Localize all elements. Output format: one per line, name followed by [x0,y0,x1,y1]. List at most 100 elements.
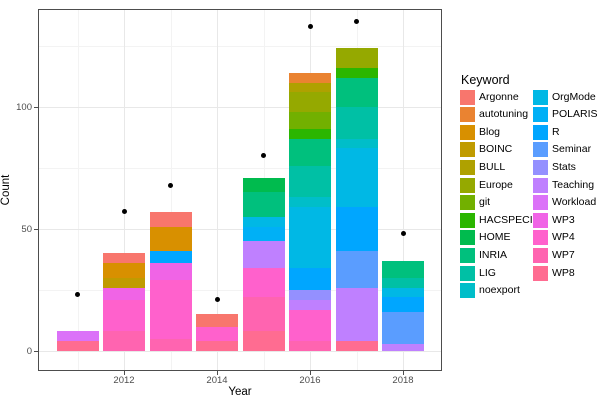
gridline-major-v [217,10,218,370]
bar-segment-2016-OrgMode [289,207,331,269]
bar-segment-2017-noexport [335,138,378,149]
legend-key-Europe [460,177,475,193]
bar-segment-2015-WP4 [242,268,285,298]
legend-key-Workload [533,195,548,211]
legend-key-autotuning [460,107,475,123]
bar-segment-2016-R [289,268,331,290]
legend-key-Seminar [533,142,548,158]
bar-segment-2016-git [289,111,331,129]
bar-segment-2018-R [382,297,424,312]
bar-segment-2016-LIG [289,165,331,198]
bar-segment-2017-Seminar [335,250,378,288]
data-point-2016 [307,23,313,29]
legend-label-WP8: WP8 [552,266,575,279]
bar-segment-2016-Stats [289,290,331,300]
legend-label-HACSPECIS: HACSPECIS [479,213,540,226]
gridline-minor-h [39,46,441,47]
legend-key-HACSPECIS [460,212,475,228]
bar-segment-2012-WP7 [103,331,145,351]
legend-title: Keyword [461,73,510,87]
bar-segment-2016-autotuning [289,72,331,83]
legend-key-POLARIS [533,107,548,123]
bar-segment-2015-POLARIS [242,226,285,242]
legend-label-BOINC: BOINC [479,143,513,156]
bar-segment-2013-WP7 [149,338,192,351]
bar-segment-2017-WP8 [335,341,378,351]
legend-label-INRIA: INRIA [479,248,508,261]
legend-key-Teaching [533,177,548,193]
legend-label-LIG: LIG [479,266,496,279]
legend-key-LIG [460,265,475,281]
x-tick-mark [217,371,218,375]
legend-label-OrgMode: OrgMode [552,90,596,103]
bar-segment-2011-WP8 [56,341,99,351]
legend-key-HOME [460,230,475,246]
x-tick-label: 2012 [113,375,135,386]
gridline-major-v [403,10,404,370]
data-point-2015 [261,153,266,159]
gridline-minor-h [39,290,441,291]
bar-segment-2017-Teaching [335,287,378,342]
data-point-2013 [168,182,173,188]
bar-segment-2012-BOINC [103,277,145,288]
legend-key-WP8 [533,265,548,281]
bar-segment-2015-WP7 [242,297,285,332]
legend-label-WP4: WP4 [552,231,575,244]
legend-label-Argonne: Argonne [479,90,519,103]
legend-key-BULL [460,159,475,175]
data-point-2012 [121,209,127,215]
bar-segment-2013-R [149,250,192,264]
bar-segment-2015-OrgMode [242,216,285,227]
gridline-major-h [39,229,441,230]
bar-segment-2015-HOME [242,177,285,193]
legend-label-Stats: Stats [552,160,576,173]
bar-segment-2016-Teaching [289,299,331,310]
bar-segment-2011-Workload [56,331,99,342]
legend-key-WP3 [533,212,548,228]
legend-label-noexport: noexport [479,284,520,297]
x-tick-label: 2018 [392,375,414,386]
bar-segment-2015-Teaching [242,241,285,269]
bar-segment-2016-INRIA [289,138,331,166]
legend-key-WP4 [533,230,548,246]
gridline-minor-h [39,168,441,169]
y-tick-label: 0 [26,346,32,357]
bar-segment-2018-LIG [382,277,424,288]
legend-label-R: R [552,125,560,138]
bar-segment-2013-WP3 [149,263,192,281]
legend-key-Blog [460,124,475,140]
x-tick-label: 2014 [206,375,228,386]
legend-label-Teaching: Teaching [552,178,595,191]
bar-segment-2017-R [335,207,378,251]
legend-key-git [460,195,475,211]
bar-segment-2012-WP4 [103,299,145,332]
x-axis-title: Year [228,386,252,398]
legend-label-Seminar: Seminar [552,143,592,156]
legend-key-INRIA [460,247,475,263]
bar-segment-2016-HACSPECIS [289,128,331,139]
legend-label-Workload: Workload [552,196,597,209]
y-tick-mark [34,107,38,108]
bar-segment-2013-Argonne [149,211,192,227]
legend-key-OrgMode [533,89,548,105]
panel-border [38,9,442,371]
data-point-2017 [354,19,359,25]
legend-key-R [533,124,548,140]
legend-key-BOINC [460,142,475,158]
x-tick-label: 2016 [299,375,321,386]
bar-segment-2017-INRIA [335,77,378,107]
legend-key-noexport [460,283,475,299]
y-tick-mark [34,229,38,230]
gridline-minor-v [170,10,172,370]
bar-segment-2012-Blog [103,263,145,278]
bar-segment-2015-WP8 [242,331,285,351]
bar-segment-2018-Seminar [382,311,424,344]
legend-label-POLARIS: POLARIS [552,108,598,121]
legend-label-HOME: HOME [479,231,511,244]
legend-label-autotuning: autotuning [479,108,529,121]
bar-segment-2012-Argonne [103,253,145,264]
